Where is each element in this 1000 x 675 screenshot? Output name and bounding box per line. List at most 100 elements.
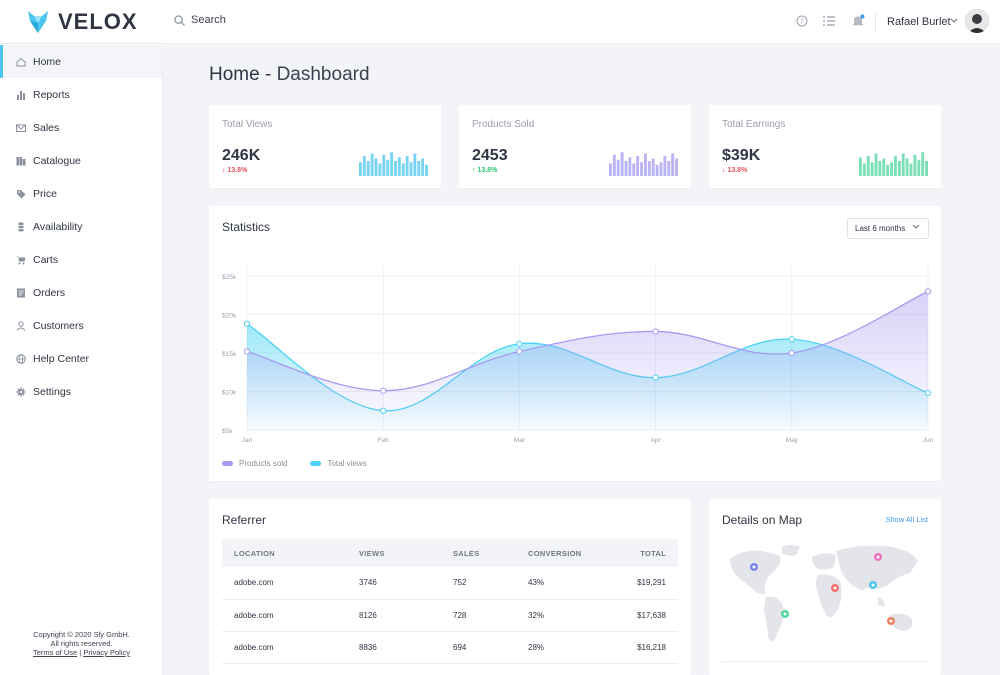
sidebar-item-reports[interactable]: Reports — [0, 78, 162, 111]
statistics-card: $5k $10k $15k $20k $25k Jan Feb Mar Apr May Jun St… — [209, 206, 941, 481]
sparkline-bar — [640, 162, 643, 176]
sparkline-bar — [647, 161, 651, 176]
sidebar-item-label: Carts — [33, 253, 59, 266]
legend-item-products-sold[interactable]: Products sold — [222, 459, 287, 468]
terms-link[interactable]: Terms of Use — [32, 648, 78, 657]
search-box[interactable]: Search — [174, 14, 226, 26]
sidebar-item-label: Help Center — [33, 352, 90, 365]
box-icon — [18, 222, 24, 231]
search-placeholder: Search — [191, 14, 226, 26]
avatar-photo-icon — [965, 9, 989, 33]
chart-legend: Products sold Total views — [222, 459, 390, 468]
sidebar-item-price[interactable]: Price — [0, 177, 162, 210]
sidebar-item-label: Home — [33, 55, 62, 68]
x-tick-label: May — [786, 437, 799, 444]
data-point-total-views[interactable] — [380, 407, 387, 414]
arrow-down-icon: ↓ — [222, 167, 228, 174]
map-pin-cyan-icon[interactable] — [869, 581, 877, 589]
sparkline-bar — [413, 153, 417, 176]
help-icon[interactable]: ? — [795, 14, 809, 28]
cell-views: 8126 — [359, 599, 453, 632]
sparkline-bar — [382, 154, 386, 176]
sidebar: Home Reports Sales Catalogue Price Avail… — [0, 44, 163, 675]
sparkline-bar — [374, 158, 378, 176]
avatar[interactable] — [965, 9, 989, 33]
data-point-products-sold[interactable] — [788, 349, 795, 357]
sparkline-bar — [663, 156, 667, 176]
table-row[interactable]: adobe.com 8836 694 28% $16,218 — [222, 631, 678, 664]
sparkline-bar — [362, 156, 366, 176]
map-pin-blue-icon[interactable] — [750, 563, 758, 571]
sidebar-item-orders[interactable]: Orders — [0, 276, 162, 309]
table-row[interactable]: adobe.com 3746 752 43% $19,291 — [222, 567, 678, 600]
sparkline-bar — [878, 161, 882, 176]
y-tick-label: $5k — [222, 428, 233, 435]
sidebar-item-label: Orders — [33, 286, 66, 299]
sidebar-item-catalogue[interactable]: Catalogue — [0, 144, 162, 177]
sparkline-bar — [671, 153, 675, 176]
sidebar-item-home[interactable]: Home — [0, 45, 162, 78]
referrer-table: LOCATION VIEWS SALES CONVERSION TOTAL ad… — [222, 539, 678, 664]
data-point-total-views[interactable] — [652, 374, 659, 381]
sidebar-item-customers[interactable]: Customers — [0, 309, 162, 342]
sparkline-bar — [386, 159, 390, 176]
globe-icon — [16, 353, 26, 364]
brand[interactable]: VELOX — [28, 9, 138, 35]
checklist-icon[interactable] — [822, 14, 836, 28]
user-name[interactable]: Rafael Burlet — [887, 16, 951, 28]
table-row[interactable]: adobe.com 8126 728 32% $17,638 — [222, 599, 678, 632]
sidebar-item-carts[interactable]: Carts — [0, 243, 162, 276]
sparkline-bar — [862, 163, 866, 176]
data-point-products-sold[interactable] — [652, 328, 659, 335]
legend-item-total-views[interactable]: Total views — [310, 459, 367, 468]
show-all-list-link[interactable]: Show All List — [885, 515, 928, 524]
map-pin-red-icon[interactable] — [831, 584, 839, 592]
data-point-total-views[interactable] — [243, 320, 251, 327]
sparkline-bar — [675, 158, 678, 176]
map-pin-pink-icon[interactable] — [874, 553, 882, 561]
column-header-sales[interactable]: SALES — [453, 539, 528, 567]
sparkline-bar — [886, 164, 890, 176]
arrow-up-icon: ↑ — [472, 167, 478, 174]
tag-icon — [17, 189, 26, 198]
sparkline-total-earnings — [859, 152, 928, 176]
data-point-total-views[interactable] — [516, 340, 523, 347]
privacy-link[interactable]: Privacy Policy — [83, 648, 130, 657]
cell-views: 8836 — [359, 631, 453, 664]
referrer-card: Referrer LOCATION VIEWS SALES CONVERSION… — [209, 499, 691, 675]
cell-conversion: 28% — [528, 631, 616, 664]
data-point-total-views[interactable] — [924, 389, 932, 397]
sparkline-bar — [628, 157, 632, 176]
sidebar-item-availability[interactable]: Availability — [0, 210, 162, 243]
column-header-conversion[interactable]: CONVERSION — [528, 539, 616, 567]
y-tick-label: $25k — [222, 274, 237, 281]
sidebar-item-label: Catalogue — [33, 154, 81, 167]
sidebar-item-label: Settings — [33, 385, 71, 398]
sparkline-bar — [667, 161, 671, 176]
data-point-total-views[interactable] — [788, 336, 795, 343]
sidebar-item-help-center[interactable]: Help Center — [0, 342, 162, 375]
map-pin-green-icon[interactable] — [781, 610, 789, 618]
column-header-views[interactable]: VIEWS — [359, 539, 453, 567]
data-point-products-sold[interactable] — [380, 387, 387, 394]
chevron-down-icon[interactable] — [950, 18, 958, 24]
notification-bell-icon[interactable] — [851, 14, 865, 28]
range-dropdown[interactable]: Last 6 months — [847, 218, 929, 239]
sparkline-bar — [620, 152, 624, 176]
sparkline-bar — [913, 154, 917, 176]
sidebar-item-settings[interactable]: Settings — [0, 375, 162, 408]
home-icon — [16, 57, 26, 66]
sparkline-bar — [616, 159, 620, 176]
page-title: Home - Dashboard — [209, 64, 370, 86]
cell-location: adobe.com — [222, 567, 359, 600]
sparkline-bar — [921, 152, 925, 176]
data-point-products-sold[interactable] — [516, 348, 523, 355]
data-point-products-sold[interactable] — [924, 288, 932, 295]
sidebar-item-sales[interactable]: Sales — [0, 111, 162, 144]
map-pin-orange-icon[interactable] — [887, 617, 895, 625]
sparkline-bar — [897, 161, 901, 176]
cell-sales: 752 — [453, 567, 528, 600]
data-point-products-sold[interactable] — [243, 348, 251, 355]
column-header-location[interactable]: LOCATION — [222, 539, 359, 567]
column-header-total[interactable]: TOTAL — [616, 539, 678, 567]
